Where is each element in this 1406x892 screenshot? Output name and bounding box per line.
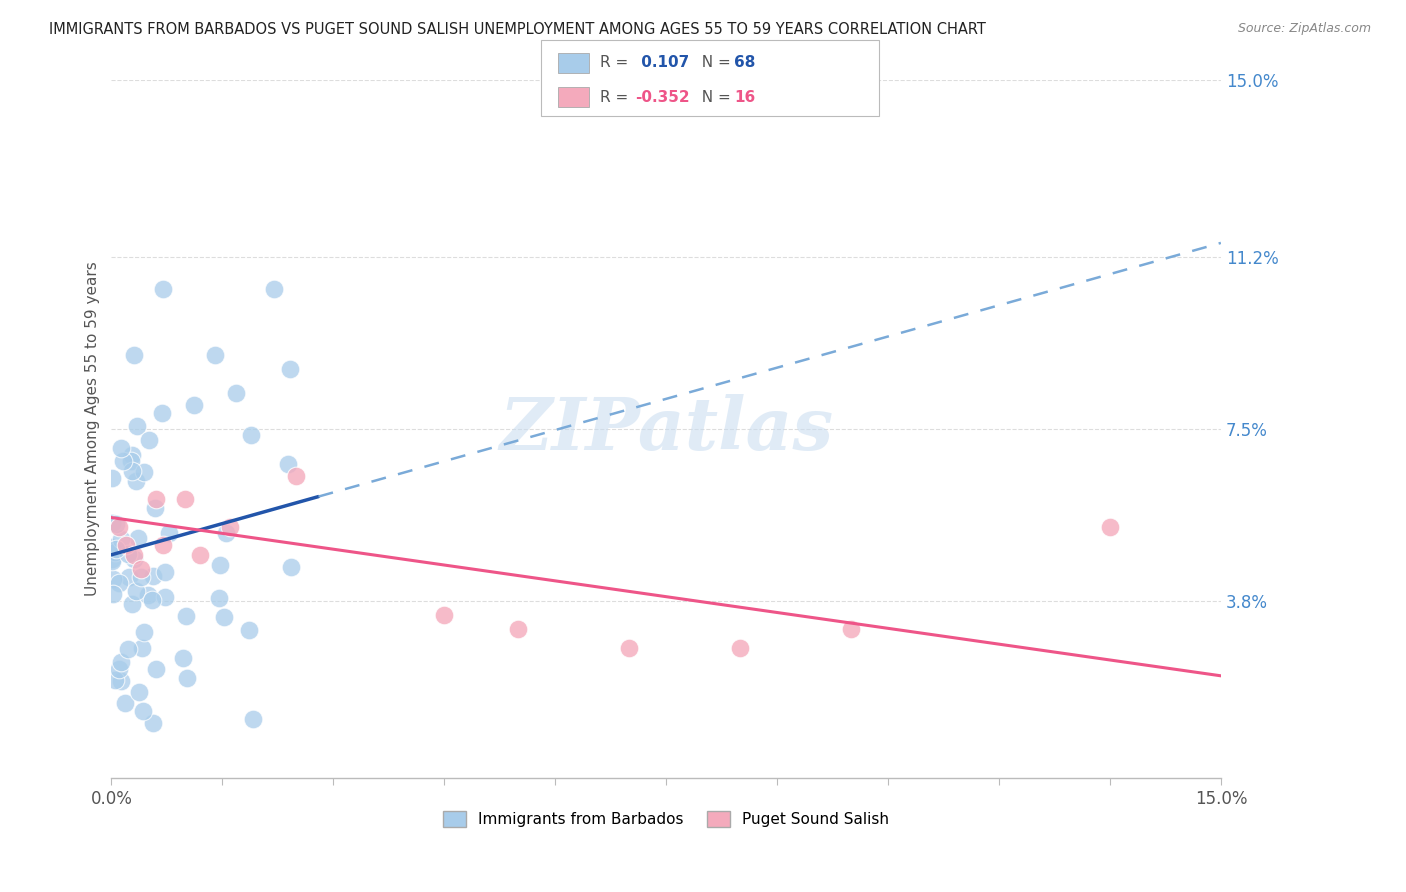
Point: [188, 548, 211, 562]
Point: [104, 673, 127, 687]
Point: [100, 470, 122, 484]
Point: [132, 704, 155, 718]
Point: [115, 539, 138, 553]
Point: [101, 516, 124, 531]
Point: [157, 526, 180, 541]
Point: [134, 625, 156, 640]
Point: [120, 454, 142, 468]
Point: [215, 526, 238, 541]
Point: [174, 491, 197, 506]
Point: [143, 501, 166, 516]
Point: [121, 449, 143, 463]
Point: [208, 591, 231, 606]
Point: [117, 547, 139, 561]
Point: [172, 651, 194, 665]
Point: [101, 572, 124, 586]
Text: 16: 16: [734, 89, 755, 104]
Text: R =: R =: [600, 55, 634, 70]
Point: [142, 569, 165, 583]
Point: [100, 541, 122, 555]
Point: [125, 583, 148, 598]
Point: [110, 532, 132, 546]
Point: [136, 588, 159, 602]
Point: [110, 442, 132, 456]
Point: [129, 570, 152, 584]
Point: [238, 623, 260, 637]
Point: [110, 655, 132, 669]
Point: [103, 543, 125, 558]
Point: [150, 405, 173, 419]
Point: [839, 622, 862, 636]
Point: [433, 608, 456, 623]
Point: [209, 558, 232, 573]
Point: [111, 453, 134, 467]
Point: [108, 520, 131, 534]
Point: [127, 531, 149, 545]
Point: [124, 552, 146, 566]
Point: [125, 418, 148, 433]
Point: [174, 609, 197, 624]
Point: [110, 673, 132, 688]
Legend: Immigrants from Barbados, Puget Sound Salish: Immigrants from Barbados, Puget Sound Sa…: [437, 805, 896, 833]
Point: [128, 684, 150, 698]
Point: [263, 282, 285, 296]
Point: [204, 348, 226, 362]
Y-axis label: Unemployment Among Ages 55 to 59 years: Unemployment Among Ages 55 to 59 years: [86, 261, 100, 597]
Point: [176, 671, 198, 685]
Point: [277, 457, 299, 471]
Text: N =: N =: [692, 55, 735, 70]
Point: [218, 520, 240, 534]
Point: [121, 464, 143, 478]
Point: [107, 576, 129, 591]
Point: [131, 641, 153, 656]
Point: [138, 434, 160, 448]
Point: [278, 361, 301, 376]
Point: [118, 570, 141, 584]
Text: 0.107: 0.107: [636, 55, 689, 70]
Point: [152, 539, 174, 553]
Point: [122, 548, 145, 562]
Point: [285, 468, 308, 483]
Point: [129, 562, 152, 576]
Text: ZIPatlas: ZIPatlas: [499, 393, 834, 465]
Point: [728, 640, 751, 655]
Point: [214, 609, 236, 624]
Point: [280, 560, 302, 574]
Point: [183, 398, 205, 412]
Point: [1098, 520, 1121, 534]
Point: [101, 554, 124, 568]
Text: 68: 68: [734, 55, 755, 70]
Text: R =: R =: [600, 89, 634, 104]
Point: [508, 622, 530, 636]
Text: N =: N =: [692, 89, 735, 104]
Point: [114, 696, 136, 710]
Point: [117, 641, 139, 656]
Point: [142, 716, 165, 731]
Point: [122, 348, 145, 362]
Point: [225, 386, 247, 401]
Point: [134, 465, 156, 479]
Point: [121, 597, 143, 611]
Point: [145, 662, 167, 676]
Point: [153, 590, 176, 604]
Point: [145, 491, 167, 506]
Point: [105, 541, 128, 556]
Point: [124, 474, 146, 488]
Text: IMMIGRANTS FROM BARBADOS VS PUGET SOUND SALISH UNEMPLOYMENT AMONG AGES 55 TO 59 : IMMIGRANTS FROM BARBADOS VS PUGET SOUND …: [49, 22, 986, 37]
Text: Source: ZipAtlas.com: Source: ZipAtlas.com: [1237, 22, 1371, 36]
Point: [104, 516, 127, 531]
Point: [104, 545, 127, 559]
Point: [101, 552, 124, 566]
Point: [152, 282, 174, 296]
Point: [141, 592, 163, 607]
Point: [617, 640, 640, 655]
Point: [240, 428, 263, 442]
Point: [101, 586, 124, 600]
Text: -0.352: -0.352: [636, 89, 690, 104]
Point: [242, 712, 264, 726]
Point: [155, 566, 177, 580]
Point: [108, 662, 131, 676]
